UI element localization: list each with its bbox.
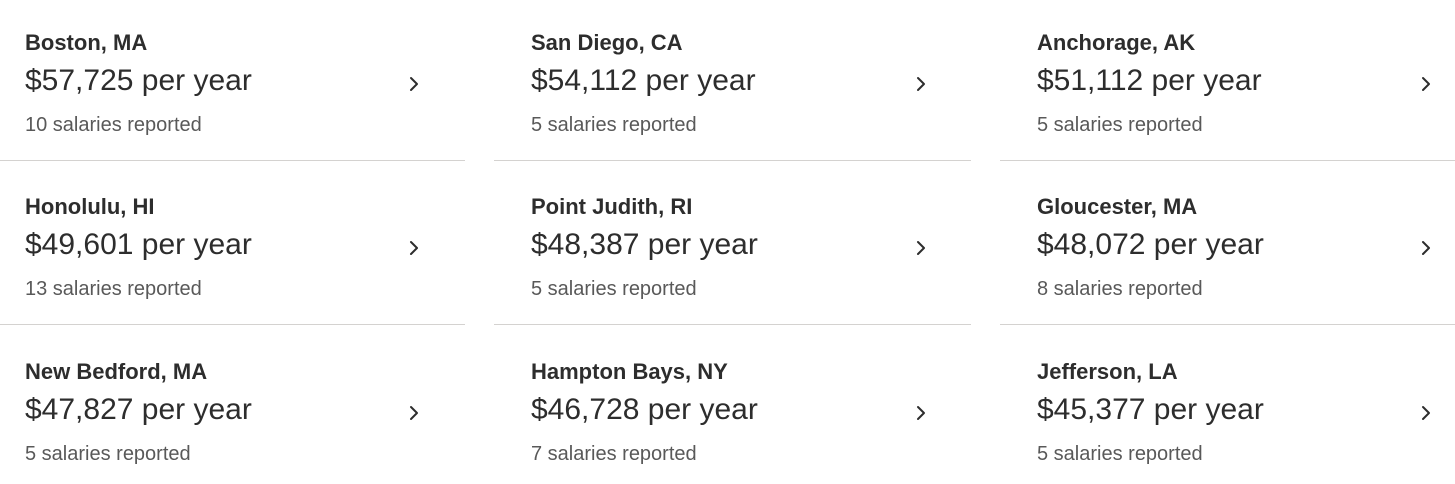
location-card[interactable]: Anchorage, AK $51,112 per year 5 salaries … bbox=[1000, 0, 1455, 164]
location-card[interactable]: Point Judith, RI $48,387 per year 5 salari… bbox=[494, 164, 971, 328]
card-city: San Diego, CA bbox=[531, 30, 683, 55]
divider bbox=[494, 160, 971, 161]
chevron-icon bbox=[1422, 77, 1430, 91]
card-city: Anchorage, AK bbox=[1037, 30, 1196, 55]
card-salary: $48,072 per year bbox=[1037, 228, 1264, 261]
card-reports: 5 salaries reported bbox=[531, 114, 697, 136]
divider bbox=[0, 160, 465, 161]
card-reports: 10 salaries reported bbox=[25, 114, 202, 136]
card-city: Boston, MA bbox=[25, 30, 148, 55]
card-salary: $57,725 per year bbox=[25, 64, 252, 97]
divider bbox=[494, 324, 971, 325]
card-salary: $54,112 per year bbox=[531, 64, 756, 97]
chevron-icon bbox=[917, 406, 925, 420]
chevron-icon bbox=[917, 241, 925, 255]
location-card[interactable]: Honolulu, HI $49,601 per year 13 salaries … bbox=[0, 164, 465, 328]
chevron-icon bbox=[410, 77, 418, 91]
card-reports: 13 salaries reported bbox=[25, 278, 202, 300]
location-card[interactable]: San Diego, CA $54,112 per year 5 salaries … bbox=[494, 0, 971, 164]
card-reports: 5 salaries reported bbox=[25, 443, 191, 465]
card-reports: 5 salaries reported bbox=[1037, 443, 1203, 465]
chevron-icon bbox=[1422, 241, 1430, 255]
card-reports: 5 salaries reported bbox=[531, 278, 697, 300]
chevron-icon bbox=[917, 77, 925, 91]
card-salary: $46,728 per year bbox=[531, 393, 758, 426]
location-card[interactable]: Boston, MA $57,725 per year 10 salaries re… bbox=[0, 0, 465, 164]
card-city: Honolulu, HI bbox=[25, 194, 155, 219]
card-salary: $47,827 per year bbox=[25, 393, 252, 426]
location-card[interactable]: New Bedford, MA $47,827 per year 5 salarie… bbox=[0, 329, 465, 484]
card-salary: $51,112 per year bbox=[1037, 64, 1262, 97]
card-city: Jefferson, LA bbox=[1037, 359, 1178, 384]
card-city: Gloucester, MA bbox=[1037, 194, 1198, 219]
location-card[interactable]: Gloucester, MA $48,072 per year 8 salaries… bbox=[1000, 164, 1455, 328]
location-card[interactable]: Hampton Bays, NY $46,728 per year 7 salari… bbox=[494, 329, 971, 484]
chevron-icon bbox=[410, 241, 418, 255]
card-salary: $48,387 per year bbox=[531, 228, 758, 261]
card-city: Point Judith, RI bbox=[531, 194, 693, 219]
card-reports: 5 salaries reported bbox=[1037, 114, 1203, 136]
card-salary: $49,601 per year bbox=[25, 228, 252, 261]
chevron-icon bbox=[410, 406, 418, 420]
card-salary: $45,377 per year bbox=[1037, 393, 1264, 426]
card-reports: 8 salaries reported bbox=[1037, 278, 1203, 300]
card-city: Hampton Bays, NY bbox=[531, 359, 728, 384]
location-card[interactable]: Jefferson, LA $45,377 per year 5 salaries … bbox=[1000, 329, 1455, 484]
chevron-icon bbox=[1422, 406, 1430, 420]
divider bbox=[1000, 324, 1455, 325]
card-city: New Bedford, MA bbox=[25, 359, 208, 384]
divider bbox=[0, 324, 465, 325]
card-reports: 7 salaries reported bbox=[531, 443, 697, 465]
divider bbox=[1000, 160, 1455, 161]
